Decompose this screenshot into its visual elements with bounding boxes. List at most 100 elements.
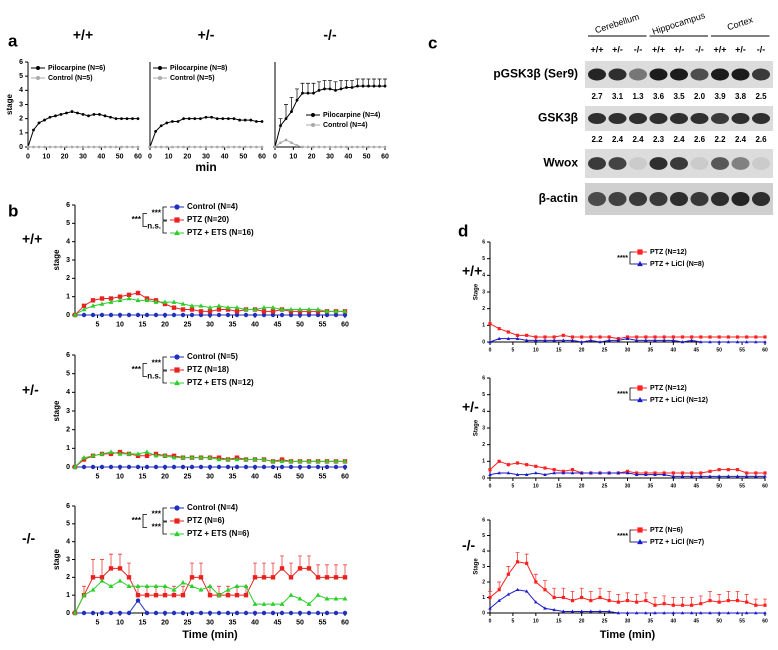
marker	[543, 466, 547, 470]
band	[731, 191, 750, 207]
marker	[534, 464, 538, 468]
x-tick-label: 15	[556, 483, 562, 489]
x-tick-label: 40	[251, 473, 259, 480]
band	[752, 68, 770, 81]
marker	[324, 575, 330, 580]
marker	[653, 472, 657, 476]
marker	[162, 301, 168, 307]
marker	[243, 592, 249, 598]
marker	[284, 117, 288, 121]
marker	[234, 312, 240, 318]
marker	[135, 464, 141, 470]
marker	[579, 609, 584, 613]
x-tick-label: 20	[579, 618, 585, 624]
marker	[653, 335, 657, 339]
marker	[180, 307, 186, 312]
marker	[144, 453, 150, 458]
marker	[207, 305, 213, 310]
marker	[108, 583, 114, 589]
marker	[744, 474, 749, 478]
marker	[59, 113, 63, 116]
error-bar	[271, 562, 275, 578]
marker	[171, 455, 177, 460]
error-bar	[322, 80, 327, 89]
legend-label: PTZ (N=20)	[187, 215, 229, 224]
marker	[99, 464, 105, 470]
lane-label: -/-	[757, 44, 766, 54]
marker	[315, 610, 321, 616]
panel-label: d	[458, 221, 468, 240]
marker	[324, 610, 330, 616]
x-tick-label: 5	[96, 619, 100, 626]
marker	[153, 464, 159, 470]
y-tick-label: 2	[66, 275, 70, 282]
marker	[238, 145, 242, 149]
marker	[763, 611, 767, 615]
legend-marker	[637, 396, 643, 403]
marker	[225, 464, 231, 470]
marker	[754, 335, 758, 339]
marker	[153, 583, 159, 589]
quantification: 2.5	[755, 92, 767, 101]
marker	[171, 464, 177, 470]
legend-marker	[36, 66, 40, 70]
x-tick-label: 0	[489, 618, 492, 624]
x-tick-label: 50	[363, 153, 371, 160]
marker	[261, 309, 267, 314]
y-axis-label: stage	[52, 400, 61, 421]
marker	[162, 583, 168, 589]
quantification: 3.5	[673, 92, 685, 101]
marker	[717, 468, 721, 472]
marker	[162, 453, 168, 458]
marker	[261, 456, 267, 462]
marker	[255, 145, 258, 149]
marker	[488, 340, 492, 344]
marker	[543, 606, 547, 610]
marker	[65, 111, 68, 115]
marker	[216, 307, 222, 312]
quantification: 1.3	[632, 92, 644, 101]
x-tick-label: 35	[648, 347, 654, 353]
marker	[180, 592, 186, 598]
x-tick-label: 10	[165, 153, 173, 160]
marker	[378, 84, 381, 88]
band	[711, 113, 729, 124]
marker	[270, 575, 276, 580]
y-tick-label: 3	[66, 408, 70, 415]
marker	[708, 611, 712, 615]
marker	[279, 601, 285, 606]
legend-marker	[174, 229, 180, 236]
marker	[552, 607, 556, 612]
y-tick-label: 4	[482, 273, 485, 279]
series-line	[27, 111, 138, 148]
marker	[153, 610, 159, 616]
marker	[334, 88, 337, 92]
marker	[199, 145, 202, 149]
region-label: Cerebellum	[594, 12, 641, 36]
marker	[524, 472, 529, 476]
marker	[279, 610, 285, 616]
marker	[225, 587, 231, 592]
marker	[297, 458, 303, 464]
marker	[754, 611, 758, 615]
marker	[708, 474, 712, 478]
x-tick-label: 45	[693, 618, 699, 624]
chart-title: +/+	[73, 27, 93, 43]
marker	[187, 145, 191, 149]
marker	[297, 566, 303, 571]
marker	[99, 301, 105, 306]
legend-label: PTZ + ETS (N=16)	[187, 228, 254, 237]
marker	[279, 141, 282, 145]
marker	[153, 299, 159, 304]
panel-label: b	[8, 201, 18, 220]
marker	[598, 335, 602, 339]
marker	[144, 297, 150, 303]
marker	[99, 312, 105, 318]
x-tick-label: 40	[671, 618, 677, 624]
marker	[634, 611, 639, 615]
row-label: +/-	[462, 399, 479, 415]
x-tick-label: 20	[61, 153, 69, 160]
y-tick-label: 0	[66, 312, 70, 319]
marker	[187, 117, 191, 121]
